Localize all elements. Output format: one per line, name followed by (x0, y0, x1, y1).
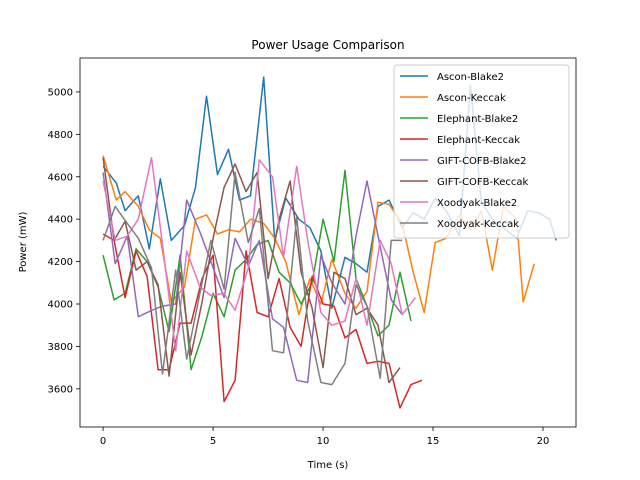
x-tick-label: 15 (427, 436, 440, 447)
legend-label: GIFT-COFB-Keccak (437, 177, 528, 188)
legend-label: Ascon-Keccak (437, 93, 506, 104)
legend-label: Ascon-Blake2 (437, 72, 504, 83)
y-tick-label: 4800 (48, 130, 73, 141)
y-axis-ticks: 3600 3800 4000 4200 4400 4600 4800 5000 (48, 87, 80, 395)
x-tick-label: 10 (317, 436, 330, 447)
series-line-4 (102, 172, 403, 384)
legend-label: Xoodyak-Keccak (437, 219, 519, 230)
legend-label: Elephant-Keccak (437, 135, 520, 146)
legend-box (393, 64, 570, 239)
x-axis-ticks: 0 5 10 15 20 (100, 427, 549, 447)
y-tick-label: 4600 (48, 172, 73, 183)
x-tick-label: 20 (537, 436, 550, 447)
legend-label: Xoodyak-Blake2 (437, 198, 517, 209)
y-tick-label: 4200 (48, 257, 73, 268)
legend-label: Elephant-Blake2 (437, 114, 518, 125)
y-axis-label: Power (mW) (18, 211, 29, 272)
legend-label: GIFT-COFB-Blake2 (437, 156, 527, 167)
x-axis-label: Time (s) (307, 460, 349, 471)
x-tick-label: 0 (100, 436, 106, 447)
y-tick-label: 4400 (48, 215, 73, 226)
series-line-7 (102, 171, 403, 386)
series-line-6 (102, 156, 416, 352)
y-tick-label: 3600 (48, 384, 73, 395)
plot-lines (102, 76, 557, 409)
legend: Ascon-Blake2 Ascon-Keccak Elephant-Blake2 E… (393, 64, 570, 239)
series-line-3 (102, 233, 423, 409)
y-tick-label: 4000 (48, 300, 73, 311)
x-tick-label: 5 (210, 436, 216, 447)
y-tick-label: 5000 (48, 87, 73, 98)
chart-title: Power Usage Comparison (251, 38, 404, 52)
plot-frame (79, 57, 577, 428)
y-tick-label: 3800 (48, 342, 73, 353)
